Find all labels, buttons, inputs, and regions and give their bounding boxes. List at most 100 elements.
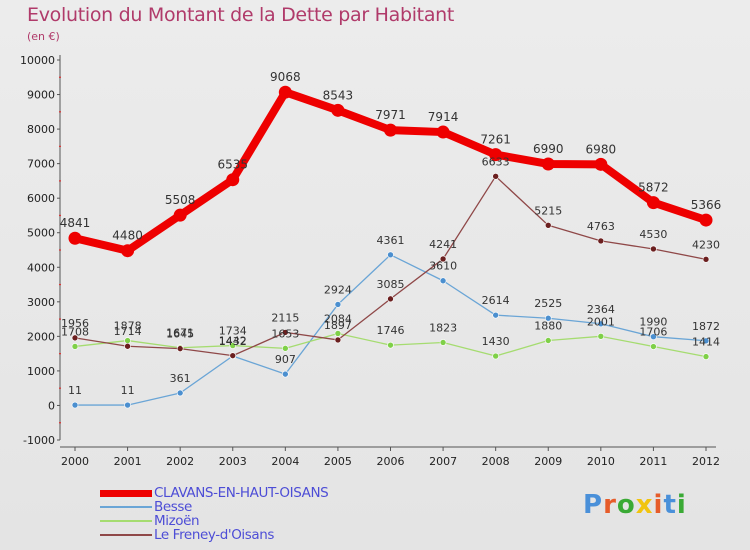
data-label: 2084 xyxy=(324,312,352,325)
data-point xyxy=(71,343,79,350)
data-point xyxy=(124,342,131,350)
data-label: 9068 xyxy=(270,70,301,84)
data-point xyxy=(334,330,342,337)
data-label: 1714 xyxy=(114,325,142,338)
y-tick-label: 10000 xyxy=(20,54,55,67)
legend-swatch xyxy=(100,490,152,497)
legend-label: Le Freney-d'Oisans xyxy=(154,527,275,543)
data-label: 907 xyxy=(275,353,296,366)
data-point xyxy=(436,125,450,139)
data-label: 2525 xyxy=(534,297,562,310)
x-tick-label: 2010 xyxy=(587,455,615,468)
data-point xyxy=(702,337,710,345)
logo-letter: P xyxy=(583,490,604,520)
x-tick-label: 2008 xyxy=(482,455,510,468)
data-point xyxy=(331,103,345,117)
data-point xyxy=(492,311,499,319)
data-point xyxy=(702,256,710,263)
data-point xyxy=(124,401,131,409)
y-tick-label: 6000 xyxy=(27,192,55,205)
chart-title: Evolution du Montant de la Dette par Hab… xyxy=(27,4,455,26)
data-label: 7914 xyxy=(428,110,459,124)
x-tick-label: 2011 xyxy=(639,455,667,468)
x-tick-label: 2004 xyxy=(271,455,299,468)
legend-swatch xyxy=(100,534,152,536)
data-point xyxy=(121,244,135,258)
data-point xyxy=(176,389,184,397)
x-tick-label: 2007 xyxy=(429,455,457,468)
data-label: 4480 xyxy=(112,229,143,243)
logo-letter: o xyxy=(616,490,636,520)
data-point xyxy=(699,213,713,227)
x-tick-label: 2009 xyxy=(534,455,562,468)
data-point xyxy=(439,255,447,263)
y-tick-label: 0 xyxy=(48,399,55,412)
data-label: 5215 xyxy=(534,204,562,217)
data-label: 5508 xyxy=(165,193,196,207)
data-point xyxy=(173,208,187,222)
legend-swatch xyxy=(100,520,152,522)
y-tick-label: 7000 xyxy=(27,158,55,171)
data-label: 6980 xyxy=(586,142,617,156)
data-point xyxy=(387,295,394,303)
logo-letter: i xyxy=(653,490,664,520)
data-label: 1645 xyxy=(166,328,194,341)
x-tick-label: 2003 xyxy=(219,455,247,468)
data-point xyxy=(541,157,555,171)
data-label: 1897 xyxy=(324,319,352,332)
data-label: 1880 xyxy=(534,320,562,333)
data-label: 1442 xyxy=(219,335,247,348)
data-point xyxy=(229,352,237,359)
data-point xyxy=(544,337,552,344)
logo-letter: x xyxy=(635,490,654,520)
data-point xyxy=(71,334,79,342)
data-label: 8543 xyxy=(323,88,354,102)
data-label: 4230 xyxy=(692,238,720,251)
data-label: 1671 xyxy=(166,327,194,340)
legend-swatch xyxy=(100,506,152,508)
data-label: 1708 xyxy=(61,325,89,338)
data-point xyxy=(650,333,657,341)
data-point xyxy=(282,345,289,352)
data-point xyxy=(387,341,394,349)
data-point xyxy=(544,314,552,322)
data-label: 4841 xyxy=(60,216,91,230)
data-point xyxy=(594,157,608,171)
x-tick-label: 2005 xyxy=(324,455,352,468)
data-point xyxy=(229,342,237,349)
data-label: 4361 xyxy=(377,234,405,247)
logo-letter: r xyxy=(603,490,617,520)
data-point xyxy=(650,245,657,253)
x-tick-label: 2002 xyxy=(166,455,194,468)
y-tick-label: 3000 xyxy=(27,296,55,309)
legend-label: Mizoën xyxy=(154,513,200,529)
data-label: 1706 xyxy=(639,326,667,339)
data-label: 7971 xyxy=(375,108,406,122)
data-label: 3085 xyxy=(377,278,405,291)
data-point xyxy=(702,353,710,360)
data-label: 1823 xyxy=(429,321,457,334)
data-label: 2001 xyxy=(587,315,615,328)
data-label: 1430 xyxy=(482,335,510,348)
x-tick-label: 2000 xyxy=(61,455,89,468)
data-point xyxy=(650,343,657,350)
data-label: 1432 xyxy=(219,335,247,348)
data-point xyxy=(492,173,499,180)
data-point xyxy=(282,370,289,378)
data-point xyxy=(646,196,660,210)
data-label: 4241 xyxy=(429,238,457,251)
data-point xyxy=(226,173,240,187)
data-point xyxy=(334,336,342,344)
data-point xyxy=(68,231,82,245)
data-label: 2115 xyxy=(271,311,299,324)
data-label: 5366 xyxy=(691,198,722,212)
data-point xyxy=(384,123,397,137)
data-label: 1990 xyxy=(639,316,667,329)
logo-letter: t xyxy=(663,490,677,520)
data-point xyxy=(387,251,394,259)
chart-subtitle: (en €) xyxy=(27,30,60,43)
data-label: 5872 xyxy=(638,181,669,195)
x-tick-label: 2006 xyxy=(377,455,405,468)
